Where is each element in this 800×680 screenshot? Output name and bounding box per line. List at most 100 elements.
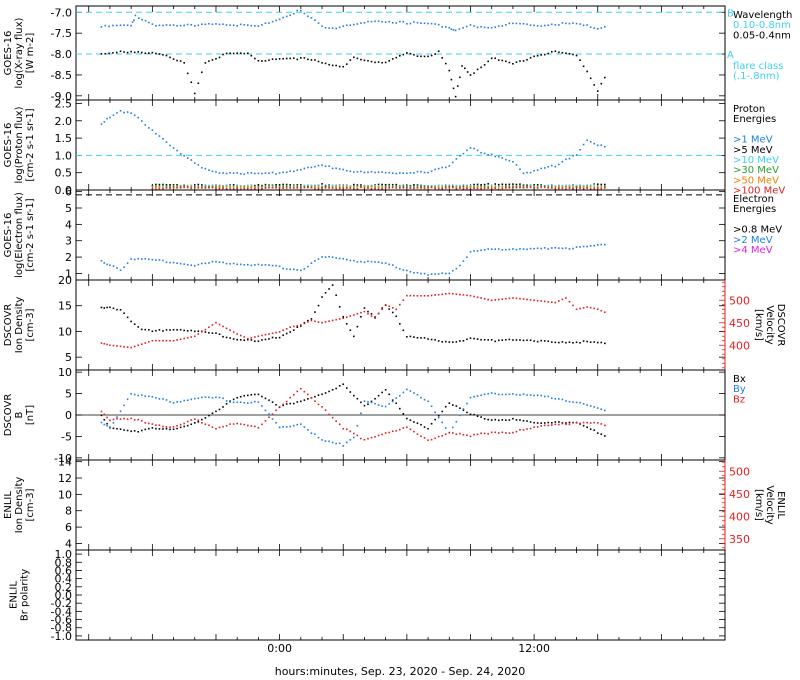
data-point (342, 315, 345, 318)
data-point (550, 422, 553, 424)
data-point (208, 22, 210, 25)
data-point (169, 184, 171, 186)
data-point (282, 187, 284, 190)
y-tick-label: 2 (65, 251, 72, 264)
data-point (268, 333, 270, 335)
data-point (462, 408, 465, 410)
legend-entry: >2 MeV (733, 235, 773, 246)
data-point (434, 437, 436, 440)
data-point (349, 186, 352, 189)
data-point (360, 412, 362, 415)
right-axis-label-line: [km/s] (753, 489, 764, 521)
data-point (239, 172, 242, 175)
y-tick-label: -9.0 (51, 90, 72, 103)
data-point (589, 306, 592, 309)
data-point (561, 160, 564, 163)
data-point (444, 405, 447, 408)
data-point (522, 172, 525, 175)
data-point (398, 54, 401, 57)
data-point (596, 308, 599, 310)
data-point (388, 184, 390, 187)
data-point (409, 294, 412, 297)
data-point (232, 186, 235, 188)
data-point (579, 307, 581, 310)
data-point (512, 248, 514, 250)
data-point (360, 260, 362, 263)
data-point (201, 71, 203, 74)
panel-frame (75, 459, 726, 551)
data-point (144, 124, 147, 126)
data-point (476, 183, 479, 186)
data-point (582, 421, 585, 424)
data-point (381, 61, 383, 64)
data-point (487, 248, 489, 250)
data-point (589, 188, 592, 190)
data-point (144, 428, 147, 431)
data-point (148, 52, 150, 54)
data-point (342, 25, 345, 27)
data-point (232, 331, 235, 333)
data-point (250, 24, 253, 27)
data-point (370, 260, 373, 263)
data-point (540, 425, 542, 427)
data-point (589, 141, 592, 143)
data-point (416, 21, 419, 24)
data-point (331, 389, 334, 391)
data-point (292, 184, 295, 187)
data-point (437, 435, 440, 438)
data-point (215, 171, 217, 173)
data-point (448, 69, 451, 72)
data-point (575, 22, 578, 25)
data-point (106, 263, 108, 266)
data-point (310, 17, 313, 19)
data-point (416, 433, 419, 435)
data-point (561, 185, 564, 188)
data-point (526, 58, 528, 61)
data-point (211, 59, 214, 61)
data-point (310, 166, 313, 169)
data-point (243, 24, 246, 26)
legend-entry: Proton (733, 104, 765, 115)
data-point (215, 23, 217, 25)
data-point (229, 52, 231, 55)
data-point (586, 245, 588, 248)
data-point (345, 323, 348, 325)
data-point (211, 185, 214, 188)
data-point (473, 186, 475, 188)
data-point (303, 167, 306, 170)
data-point (353, 183, 355, 186)
data-point (540, 422, 542, 424)
data-point (338, 423, 341, 426)
data-point (469, 435, 472, 438)
data-point (250, 339, 253, 341)
data-point (123, 111, 125, 114)
data-point (494, 187, 497, 190)
data-point (112, 422, 115, 424)
data-point (487, 183, 489, 185)
data-point (162, 398, 164, 400)
data-point (558, 247, 560, 249)
data-point (179, 426, 182, 429)
data-point (268, 186, 270, 189)
data-point (505, 338, 507, 341)
data-point (133, 419, 136, 421)
data-point (466, 149, 468, 152)
data-point (331, 167, 334, 170)
data-point (413, 184, 415, 186)
data-point (519, 184, 521, 187)
data-point (441, 421, 444, 424)
data-point (444, 433, 447, 435)
data-point (540, 54, 542, 56)
data-point (505, 297, 507, 300)
data-point (398, 172, 401, 174)
data-point (236, 263, 238, 266)
data-point (522, 60, 525, 62)
data-point (593, 307, 596, 310)
data-point (130, 50, 132, 53)
y-tick-label: 4 (65, 218, 72, 231)
y-axis-label-line: log(Electron flux) (14, 192, 25, 278)
data-point (568, 186, 571, 188)
data-point (462, 185, 465, 187)
data-point (547, 24, 550, 27)
data-point (600, 184, 603, 187)
